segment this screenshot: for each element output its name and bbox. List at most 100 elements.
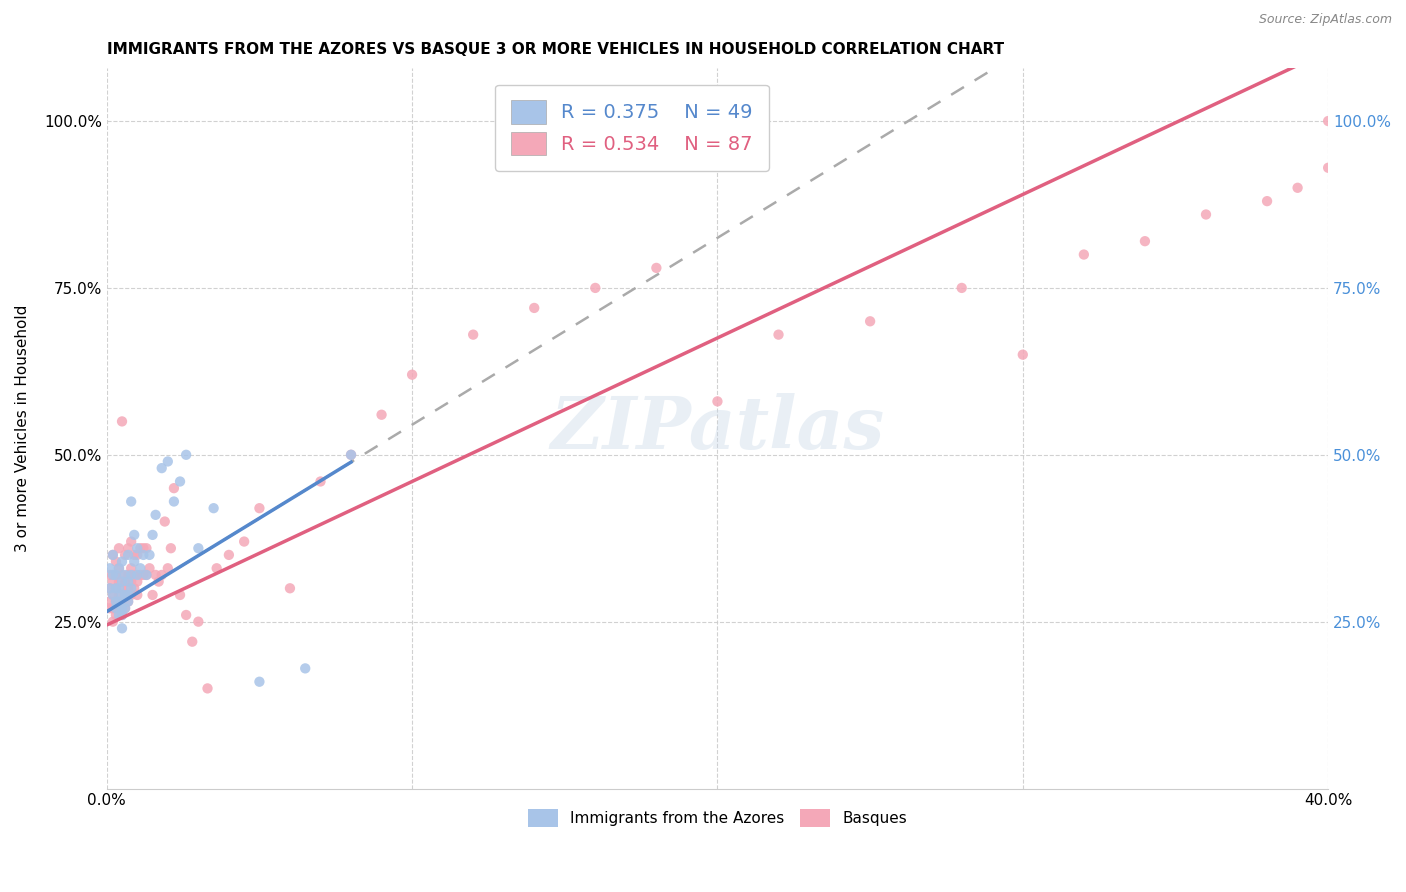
- Point: [101, 601, 124, 615]
- Point: [108, 582, 131, 596]
- Point: [150, 568, 173, 582]
- Point: [127, 588, 149, 602]
- Legend: Immigrants from the Azores, Basques: Immigrants from the Azores, Basques: [520, 801, 915, 835]
- Point: [156, 454, 179, 468]
- Point: [169, 588, 191, 602]
- Point: [120, 588, 142, 602]
- Point: [104, 607, 127, 622]
- Point: [111, 621, 134, 635]
- Point: [150, 461, 173, 475]
- Point: [127, 568, 149, 582]
- Point: [117, 594, 139, 608]
- Point: [108, 594, 131, 608]
- Point: [122, 568, 145, 582]
- Point: [859, 314, 882, 328]
- Point: [142, 588, 165, 602]
- Point: [174, 607, 197, 622]
- Point: [142, 528, 165, 542]
- Point: [117, 582, 139, 596]
- Point: [129, 561, 152, 575]
- Point: [401, 368, 423, 382]
- Point: [111, 601, 134, 615]
- Point: [104, 568, 127, 582]
- Point: [1011, 348, 1033, 362]
- Point: [111, 414, 134, 428]
- Point: [108, 574, 131, 589]
- Point: [156, 561, 179, 575]
- Point: [132, 548, 155, 562]
- Y-axis label: 3 or more Vehicles in Household: 3 or more Vehicles in Household: [15, 304, 30, 552]
- Point: [187, 541, 209, 556]
- Point: [114, 588, 136, 602]
- Point: [111, 555, 134, 569]
- Point: [202, 501, 225, 516]
- Point: [135, 541, 157, 556]
- Point: [111, 574, 134, 589]
- Point: [187, 615, 209, 629]
- Point: [101, 574, 124, 589]
- Point: [114, 548, 136, 562]
- Point: [249, 674, 271, 689]
- Point: [108, 561, 131, 575]
- Point: [114, 588, 136, 602]
- Point: [233, 534, 256, 549]
- Point: [370, 408, 392, 422]
- Point: [111, 607, 134, 622]
- Point: [108, 601, 131, 615]
- Point: [135, 568, 157, 582]
- Point: [122, 555, 145, 569]
- Point: [104, 594, 127, 608]
- Text: IMMIGRANTS FROM THE AZORES VS BASQUE 3 OR MORE VEHICLES IN HOUSEHOLD CORRELATION: IMMIGRANTS FROM THE AZORES VS BASQUE 3 O…: [107, 42, 1004, 57]
- Point: [101, 588, 124, 602]
- Point: [138, 561, 160, 575]
- Point: [706, 394, 728, 409]
- Point: [163, 494, 186, 508]
- Point: [98, 561, 121, 575]
- Point: [169, 475, 191, 489]
- Point: [114, 601, 136, 615]
- Point: [101, 588, 124, 602]
- Point: [114, 574, 136, 589]
- Point: [114, 601, 136, 615]
- Point: [1195, 207, 1218, 221]
- Point: [98, 568, 121, 582]
- Point: [101, 548, 124, 562]
- Point: [122, 528, 145, 542]
- Point: [117, 594, 139, 608]
- Point: [1256, 194, 1278, 208]
- Point: [160, 541, 183, 556]
- Point: [181, 634, 204, 648]
- Point: [111, 607, 134, 622]
- Point: [645, 260, 668, 275]
- Point: [127, 541, 149, 556]
- Point: [950, 281, 973, 295]
- Point: [1317, 161, 1340, 175]
- Point: [132, 541, 155, 556]
- Point: [104, 568, 127, 582]
- Point: [148, 574, 170, 589]
- Point: [122, 582, 145, 596]
- Point: [249, 501, 271, 516]
- Point: [463, 327, 485, 342]
- Point: [108, 607, 131, 622]
- Point: [120, 534, 142, 549]
- Point: [135, 568, 157, 582]
- Point: [104, 601, 127, 615]
- Point: [101, 615, 124, 629]
- Point: [1286, 181, 1309, 195]
- Point: [117, 541, 139, 556]
- Point: [101, 568, 124, 582]
- Point: [205, 561, 228, 575]
- Point: [1317, 114, 1340, 128]
- Point: [294, 661, 316, 675]
- Point: [104, 594, 127, 608]
- Point: [101, 548, 124, 562]
- Point: [340, 448, 363, 462]
- Point: [98, 601, 121, 615]
- Point: [129, 541, 152, 556]
- Point: [117, 568, 139, 582]
- Point: [153, 515, 176, 529]
- Point: [117, 588, 139, 602]
- Point: [145, 508, 167, 522]
- Text: ZIPatlas: ZIPatlas: [550, 392, 884, 464]
